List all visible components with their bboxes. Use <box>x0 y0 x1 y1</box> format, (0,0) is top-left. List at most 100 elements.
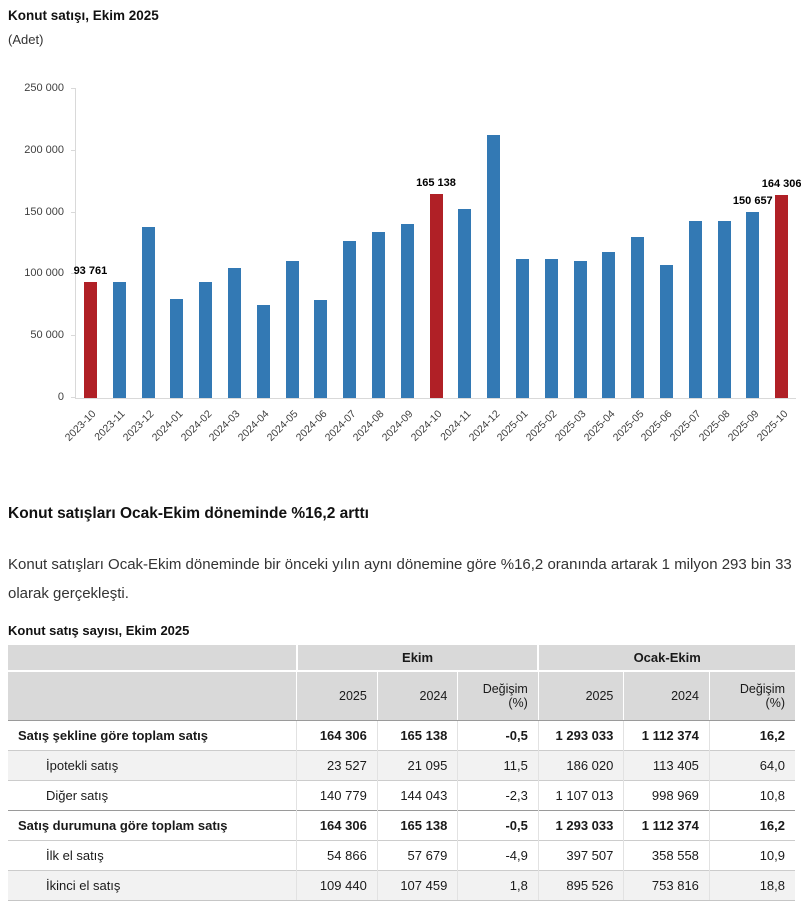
column-group-header: Ekim <box>295 645 539 671</box>
summary-paragraph: Konut satışları Ocak-Ekim döneminde bir … <box>8 556 792 602</box>
cell-value: 1 112 374 <box>623 720 710 751</box>
bar-2023-11 <box>112 282 126 398</box>
cell-value: 998 969 <box>623 780 710 811</box>
cell-value: 144 043 <box>376 780 458 811</box>
table-row: Satış durumuna göre toplam satış 164 306 1… <box>8 810 795 841</box>
column-group-header: Ocak-Ekim <box>537 645 795 671</box>
y-tick-mark <box>71 397 76 398</box>
cell-value: 64,0 <box>708 750 795 781</box>
cell-value: 107 459 <box>376 870 458 901</box>
column-header: Değişim (%) <box>457 670 539 721</box>
y-tick-label: 50 000 <box>30 329 64 342</box>
y-tick-mark <box>71 335 76 337</box>
table-corner-cell <box>8 645 297 671</box>
cell-value: -4,9 <box>457 840 539 871</box>
table-row: İkinci el satış 109 440 107 459 1,8 895 526 7… <box>8 870 795 901</box>
cell-value: 1 293 033 <box>537 720 624 751</box>
column-header: 2024 <box>623 670 710 721</box>
cell-value: -0,5 <box>457 720 539 751</box>
cell-value: 18,8 <box>708 870 795 901</box>
bar-2025-06 <box>659 264 673 398</box>
y-tick-mark <box>71 273 76 275</box>
bar-2024-08 <box>371 232 385 398</box>
cell-value: 21 095 <box>376 750 458 781</box>
bar-2024-04 <box>256 304 270 398</box>
row-label: İlk el satış <box>8 840 297 871</box>
column-header: 2025 <box>296 670 378 721</box>
y-tick-label: 250 000 <box>24 82 64 94</box>
cell-value: 16,2 <box>708 810 795 841</box>
table-corner-cell <box>8 670 297 721</box>
cell-value: 23 527 <box>296 750 378 781</box>
cell-value: 164 306 <box>296 720 378 751</box>
bar-chart: 0 50 000 100 000 150 000 200 000 250 000 93 76… <box>24 82 801 444</box>
table-header-groups: Ekim Ocak-Ekim <box>8 645 795 671</box>
bar-value-label: 150 657 <box>732 194 773 207</box>
y-tick-label: 200 000 <box>24 143 64 156</box>
bar-2024-02 <box>199 281 213 398</box>
cell-value: -0,5 <box>457 810 539 841</box>
cell-value: 397 507 <box>537 840 624 871</box>
cell-value: 358 558 <box>623 840 710 871</box>
cell-value: 1 107 013 <box>537 780 624 811</box>
bar-2024-05 <box>285 261 299 398</box>
bar-2024-07 <box>343 240 357 398</box>
bar-2024-09 <box>400 223 414 398</box>
bar-2024-06 <box>314 299 328 398</box>
table-row: İpotekli satış 23 527 21 095 11,5 186 020 113… <box>8 750 795 781</box>
row-label: Satış durumuna göre toplam satış <box>8 810 297 841</box>
cell-value: 1 293 033 <box>537 810 624 841</box>
bar-2024-03 <box>227 267 241 398</box>
table-row: Satış şekline göre toplam satış 164 306 16… <box>8 720 795 751</box>
cell-value: 109 440 <box>296 870 378 901</box>
bar-2024-12 <box>487 135 501 398</box>
bar-2025-10 <box>775 194 789 398</box>
table-body: Satış şekline göre toplam satış 164 306 16… <box>8 720 795 901</box>
bar-2025-09 <box>746 211 760 398</box>
cell-value: 165 138 <box>376 810 458 841</box>
y-tick-label: 0 <box>57 391 64 403</box>
column-header: Değişim (%) <box>708 670 795 721</box>
row-label: Satış şekline göre toplam satış <box>18 728 209 743</box>
cell-value: 1 112 374 <box>623 810 710 841</box>
table-title: Konut satış sayısı, Ekim 2025 <box>8 623 190 638</box>
column-header: 2024 <box>376 670 458 721</box>
bar-value-label: 164 306 <box>761 177 801 190</box>
bar-value-label: 93 761 <box>73 265 108 278</box>
column-header: 2025 <box>537 670 624 721</box>
bar-2024-10 <box>429 193 443 398</box>
row-label: İpotekli satış <box>8 750 297 781</box>
bar-2024-11 <box>458 208 472 398</box>
chart-unit-label: (Adet) <box>8 32 44 47</box>
table-row: İlk el satış 54 866 57 679 -4,9 397 507 358 5… <box>8 840 795 871</box>
bar-2025-01 <box>515 259 529 398</box>
cell-value: 11,5 <box>457 750 539 781</box>
bar-2025-03 <box>573 261 587 398</box>
cell-value: 186 020 <box>537 750 624 781</box>
bar-2025-05 <box>631 237 645 398</box>
cell-value: 895 526 <box>537 870 624 901</box>
y-tick-mark <box>71 211 76 213</box>
bar-2025-04 <box>602 251 616 398</box>
bar-value-label: 165 138 <box>416 176 456 189</box>
table-row: Diğer satış 140 779 144 043 -2,3 1 107 013 99… <box>8 780 795 811</box>
cell-value: 753 816 <box>623 870 710 901</box>
section-heading: Konut satışları Ocak-Ekim döneminde %16,… <box>8 505 369 522</box>
bar-2025-02 <box>544 258 558 398</box>
chart-title: Konut satışı, Ekim 2025 <box>8 8 159 23</box>
cell-value: 1,8 <box>457 870 539 901</box>
cell-value: 16,2 <box>708 720 795 751</box>
table-header-columns: 2025 2024 Değişim (%) 2025 2024 Değişim (%) <box>8 670 795 721</box>
cell-value: 165 138 <box>376 720 458 751</box>
row-label: Diğer satış <box>8 780 297 811</box>
y-tick-label: 150 000 <box>24 205 64 218</box>
row-label: İkinci el satış <box>8 870 297 901</box>
cell-value: -2,3 <box>457 780 539 811</box>
y-tick-mark <box>71 149 76 151</box>
bar-2025-08 <box>717 220 731 398</box>
data-table: Ekim Ocak-Ekim 2025 2024 Değişim (%) 2025 202… <box>8 645 795 901</box>
cell-value: 54 866 <box>296 840 378 871</box>
cell-value: 140 779 <box>296 780 378 811</box>
cell-value: 57 679 <box>376 840 458 871</box>
